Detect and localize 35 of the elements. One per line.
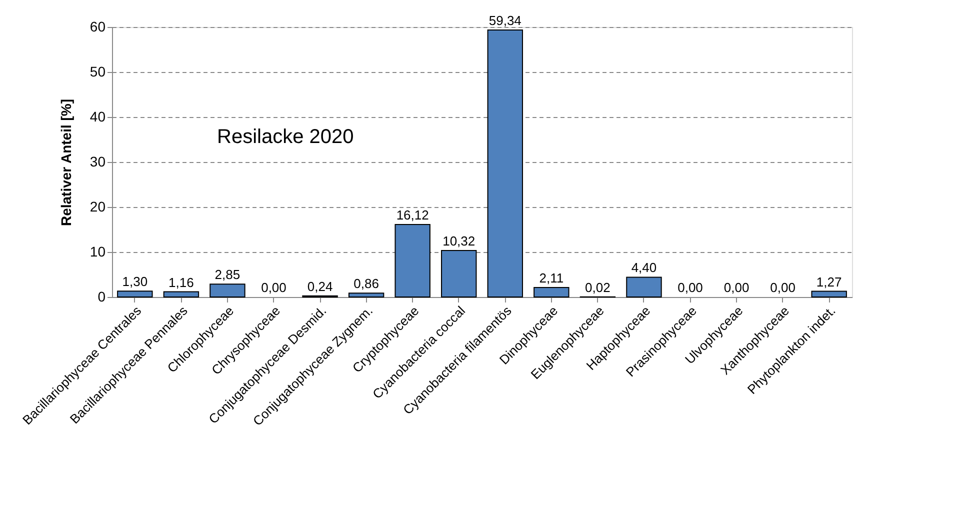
bar [487,29,523,298]
data-label: 0,24 [307,278,333,294]
bar [811,290,847,298]
data-label: 16,12 [396,207,429,222]
y-tick-label: 0 [98,288,106,304]
bar [210,284,246,298]
data-label: 10,32 [442,234,476,249]
y-tick-label: 10 [90,244,106,260]
data-label: 0,00 [261,280,286,295]
data-label: 2,11 [539,270,564,286]
bar [348,292,384,298]
data-label: 59,34 [488,12,522,28]
y-tick-label: 20 [90,198,106,214]
data-label: 1,16 [168,274,194,290]
data-label: 0,00 [724,280,750,295]
bar [117,290,153,298]
bar [441,250,477,298]
data-label: 1,27 [816,274,842,290]
bar [534,287,570,298]
y-axis-title: Relativer Anteil [%] [58,98,74,226]
data-label: 0,86 [354,276,379,292]
y-tick-label: 40 [90,108,106,124]
data-label: 0,02 [585,280,610,295]
data-label: 0,00 [678,280,703,295]
data-label: 0,00 [770,280,796,295]
annotation: Resilacke 2020 [217,126,354,148]
y-tick-label: 30 [90,154,106,170]
bar [626,276,662,298]
data-label: 2,85 [214,267,240,282]
y-tick-label: 50 [90,64,106,80]
y-tick-label: 60 [90,18,106,34]
data-label: 1,30 [122,274,148,290]
bar [163,291,200,298]
data-label: 4,40 [631,260,657,276]
bar [394,224,430,298]
